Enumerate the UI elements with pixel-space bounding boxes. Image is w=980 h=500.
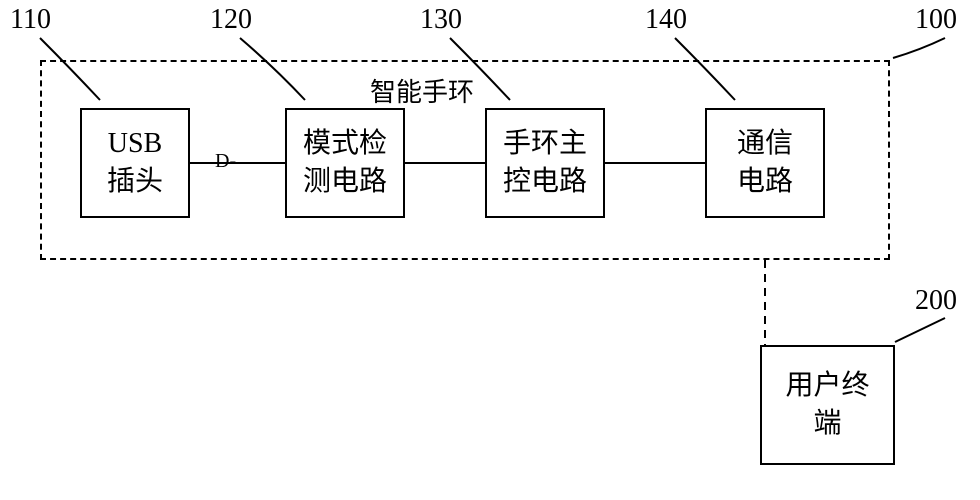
- block-usb-plug: USB 插头: [80, 108, 190, 218]
- block-mode-detect: 模式检 测电路: [285, 108, 405, 218]
- block-main-control: 手环主 控电路: [485, 108, 605, 218]
- callout-line-200: [895, 318, 945, 342]
- callout-label-110: 110: [10, 4, 51, 36]
- callout-label-200: 200: [915, 285, 957, 317]
- callout-label-120: 120: [210, 4, 252, 36]
- block-comm-circuit: 通信 电路: [705, 108, 825, 218]
- edge-label-d-minus: D-: [215, 150, 236, 173]
- block-user-terminal: 用户终 端: [760, 345, 895, 465]
- callout-label-140: 140: [645, 4, 687, 36]
- callout-line-100: [893, 38, 945, 58]
- callout-label-100: 100: [915, 4, 957, 36]
- container-title: 智能手环: [370, 72, 474, 109]
- callout-label-130: 130: [420, 4, 462, 36]
